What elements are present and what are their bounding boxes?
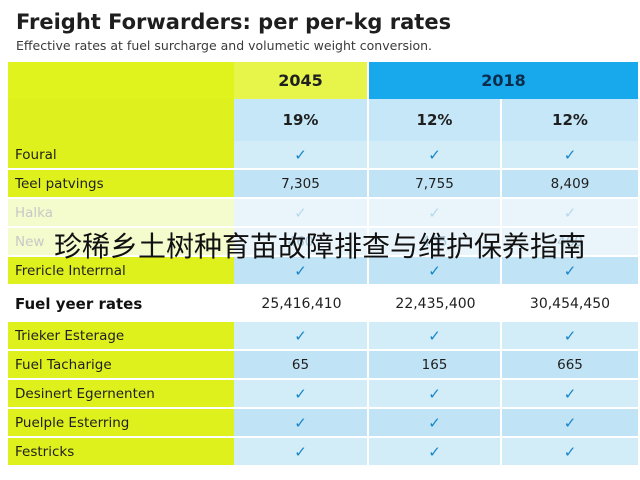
header-blank-cell	[8, 62, 234, 99]
table-row: Halka ✓ ✓ ✓	[8, 199, 638, 228]
check-icon: ✓	[502, 322, 638, 351]
fuel-rate-value: 30,454,450	[502, 286, 638, 322]
page-subtitle: Effective rates at fuel surcharge and vo…	[16, 38, 432, 53]
row-value: 8,409	[502, 170, 638, 199]
table-row: Festricks ✓ ✓ ✓	[8, 438, 638, 467]
row-value: 7,755	[369, 170, 502, 199]
row-value: 165	[369, 351, 502, 380]
row-label: Puelple Esterring	[8, 409, 234, 438]
table-row: Foural ✓ ✓ ✓	[8, 141, 638, 170]
row-label: Festricks	[8, 438, 234, 467]
fuel-rate-value: 22,435,400	[369, 286, 502, 322]
fuel-rate-value: 25,416,410	[234, 286, 369, 322]
table-row: Trieker Esterage ✓ ✓ ✓	[8, 322, 638, 351]
check-icon: ✓	[502, 141, 638, 170]
check-icon: ✓	[369, 409, 502, 438]
year-header-row: 2045 2018	[8, 62, 638, 99]
row-label: Fuel Tacharige	[8, 351, 234, 380]
check-icon: ✓	[234, 380, 369, 409]
check-icon: ✓	[502, 409, 638, 438]
check-icon: ✓	[369, 199, 502, 228]
check-icon: ✓	[234, 257, 369, 286]
check-icon: ✓	[502, 380, 638, 409]
check-icon: ✓	[234, 438, 369, 467]
check-icon: ✓	[502, 199, 638, 228]
row-value: 665	[502, 351, 638, 380]
row-label: Frericle Interrnal	[8, 257, 234, 286]
check-icon: ✓	[502, 257, 638, 286]
overlay-caption: 珍稀乡土树种育苗故障排查与维护保养指南	[53, 230, 586, 263]
check-icon: ✓	[369, 141, 502, 170]
check-icon: ✓	[234, 409, 369, 438]
table-row: Teel patvings 7,305 7,755 8,409	[8, 170, 638, 199]
page-title: Freight Forwarders: per per-kg rates	[16, 10, 452, 34]
check-icon: ✓	[502, 438, 638, 467]
row-label: Teel patvings	[8, 170, 234, 199]
check-icon: ✓	[369, 438, 502, 467]
table-row: Puelple Esterring ✓ ✓ ✓	[8, 409, 638, 438]
percent-header-2: 12%	[369, 99, 502, 141]
year-header-2045: 2045	[234, 62, 369, 99]
row-value: 7,305	[234, 170, 369, 199]
rates-table: 2045 2018 19% 12% 12% Foural ✓ ✓ ✓ Teel …	[8, 62, 638, 467]
row-value: 65	[234, 351, 369, 380]
row-value: 460	[502, 228, 638, 257]
percent-header-row: 19% 12% 12%	[8, 99, 638, 141]
year-header-2018: 2018	[369, 62, 638, 99]
check-icon: ✓	[369, 322, 502, 351]
table-row: New 460 405 460	[8, 228, 638, 257]
row-value: 460	[234, 228, 369, 257]
row-label: Desinert Egernenten	[8, 380, 234, 409]
row-label: Halka	[8, 199, 234, 228]
check-icon: ✓	[369, 380, 502, 409]
check-icon: ✓	[234, 199, 369, 228]
percent-header-3: 12%	[502, 99, 638, 141]
row-label: Foural	[8, 141, 234, 170]
fuel-rates-label: Fuel yeer rates	[8, 286, 234, 322]
table-row: Desinert Egernenten ✓ ✓ ✓	[8, 380, 638, 409]
table-row: Frericle Interrnal ✓ ✓ ✓	[8, 257, 638, 286]
table-row: Fuel Tacharige 65 165 665	[8, 351, 638, 380]
check-icon: ✓	[234, 322, 369, 351]
row-label: New	[8, 228, 234, 257]
percent-header-blank	[8, 99, 234, 141]
check-icon: ✓	[369, 257, 502, 286]
percent-header-1: 19%	[234, 99, 369, 141]
row-value: 405	[369, 228, 502, 257]
fuel-rates-row: Fuel yeer rates 25,416,410 22,435,400 30…	[8, 286, 638, 322]
check-icon: ✓	[234, 141, 369, 170]
row-label: Trieker Esterage	[8, 322, 234, 351]
